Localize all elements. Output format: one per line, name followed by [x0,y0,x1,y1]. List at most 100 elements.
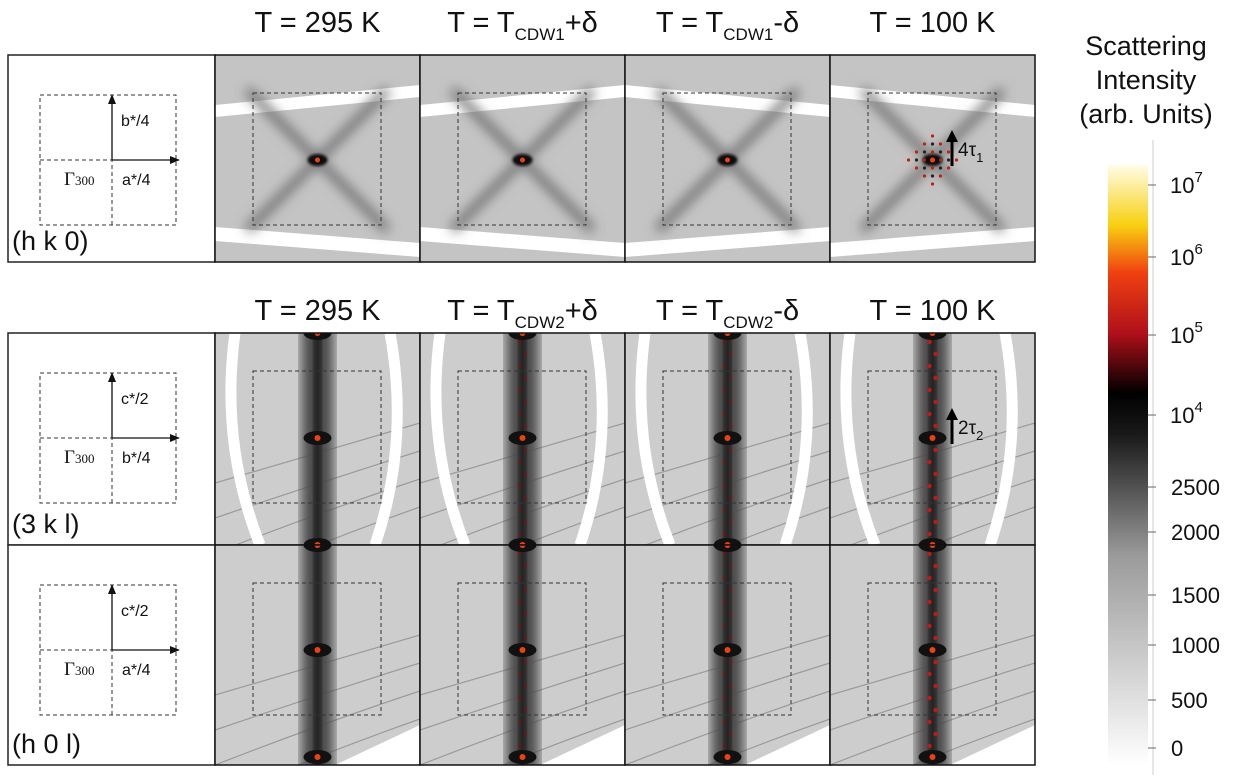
bragg-peak [519,435,526,441]
satellite-peak [524,472,527,476]
satellite-peak [723,364,726,368]
annotation-text: 2τ [958,418,977,439]
colorbar-tick-label: 104 [1170,399,1203,428]
colorbar-title: Intensity [1096,65,1197,95]
superlattice-peak [930,150,935,154]
colorbar-title: Scattering [1085,31,1207,61]
arrow-head [108,94,116,104]
bragg-peak [713,545,742,552]
satellite-peak [723,484,726,488]
detector-gap [950,725,1035,765]
schematic: b*/4 a*/4 Γ300 (h k 0) [7,54,216,263]
tick-exponent: 6 [1194,241,1202,258]
satellite-peak [524,564,527,568]
bragg-peak [929,754,936,760]
column-header: T = TCDW1-δ [656,7,799,44]
bragg-peak [725,157,730,163]
colorbar-tick-label: 106 [1170,241,1203,270]
satellite-peak [518,460,521,464]
satellite-peak [518,696,521,700]
diffraction-panel [215,55,420,262]
satellite-peak [524,424,527,428]
annotation-subscript: 1 [976,150,983,165]
superlattice-peak [922,174,927,178]
bragg-peak [724,754,731,760]
satellite-peak [927,363,932,369]
column-header: T = 100 K [869,295,996,327]
detector-gap [779,333,813,545]
colorbar-tick-label: 105 [1170,319,1203,348]
superlattice-peak [922,142,927,146]
satellite-peak [729,660,732,664]
origin-symbol: Γ [64,659,75,680]
dashed-box [457,370,587,504]
satellite-peak [927,551,932,557]
satellite-peak [933,635,938,641]
satellite-peak [723,672,726,676]
satellite-peak [723,340,726,344]
detector-gap [574,333,608,545]
satellite-peak [927,719,932,725]
annotation-text: 4τ [958,140,977,161]
colorbar-tick-label: 107 [1170,169,1203,198]
satellite-peak [927,531,932,537]
satellite-peak [933,519,938,525]
satellite-peak [518,552,521,556]
tick-exponent: 7 [1194,169,1202,186]
origin-symbol: Γ [64,447,75,468]
row-label: (h k 0) [12,226,89,256]
detector-gap [335,725,420,765]
detector-gap [635,333,676,545]
colorbar-tick-label: 1000 [1171,633,1220,658]
row-label: (3 k l) [12,509,80,539]
satellite-peak [723,744,726,748]
dashed-box [252,370,382,504]
superlattice-peak [914,158,919,162]
satellite-peak [933,447,938,453]
dashed-box [662,582,792,716]
satellite-peak [524,684,527,688]
detector-gap [369,333,403,545]
satellite-peak [729,588,732,592]
annotation: 4τ1 [958,140,983,165]
powder-ring [521,506,625,545]
satellite-peak [524,660,527,664]
satellite-peak [927,743,932,749]
satellite-peak [723,720,726,724]
satellite-peak [518,484,521,488]
header-part: +δ [565,7,598,39]
header-part: T = 100 K [869,295,996,327]
bragg-peak [519,754,526,760]
superlattice-peak [938,150,943,154]
annotation-arrowhead [946,130,958,142]
detector-gap [745,725,830,765]
bragg-peak [520,157,525,163]
column-header: T = TCDW1+δ [447,7,598,44]
origin-label: Γ300 [64,169,94,190]
bragg-peak [508,538,537,545]
axis-label: a*/4 [122,662,151,679]
satellite-peak [729,472,732,476]
colorbar-gradient [1108,165,1148,765]
diffraction-panel [830,333,1035,545]
satellite-peak [524,612,527,616]
satellite-peak [518,672,521,676]
bragg-peak [918,545,947,552]
header-part: +δ [565,295,598,327]
satellite-peak [524,588,527,592]
satellite-peak [518,364,521,368]
satellite-peak [518,720,521,724]
arrow-head [108,584,116,594]
satellite-peak [518,412,521,416]
superlattice-peak [914,150,919,154]
satellite-peak [933,611,938,617]
tick-exponent: 5 [1194,319,1202,336]
subscript: CDW1 [723,25,773,44]
diffraction-panel [830,545,1035,765]
superlattice-peak [954,158,959,162]
satellite-peak [927,671,932,677]
header-part: T = 295 K [254,7,381,39]
satellite-peak [518,340,521,344]
